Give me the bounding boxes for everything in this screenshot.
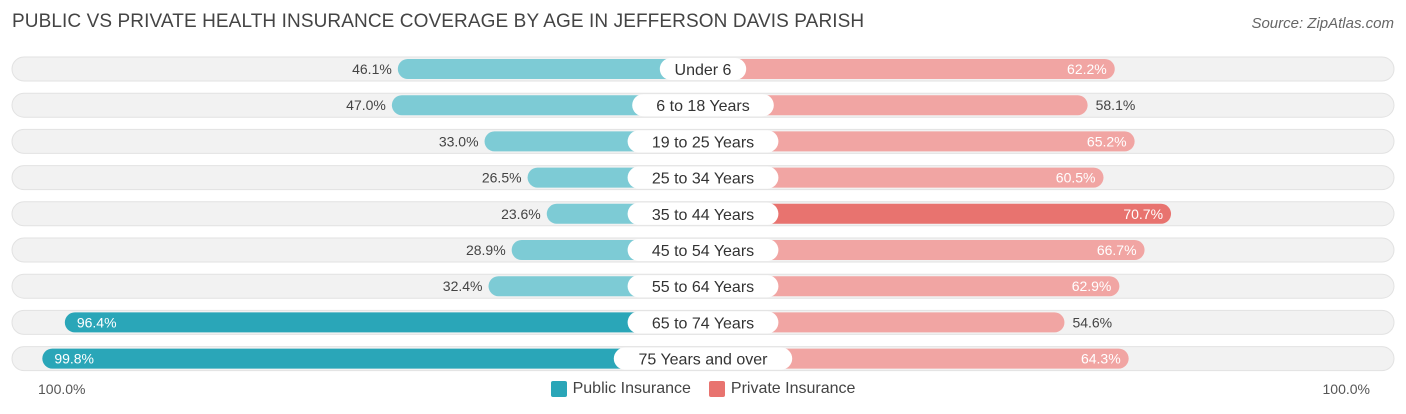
category-pill	[632, 94, 774, 117]
private-value-label: 58.1%	[1096, 97, 1136, 113]
public-value-label: 26.5%	[482, 170, 522, 186]
private-value-label: 62.9%	[1072, 278, 1112, 294]
axis-right-label: 100.0%	[1322, 381, 1370, 397]
category-pill	[659, 58, 747, 80]
public-bar	[64, 312, 703, 333]
public-value-label: 33.0%	[439, 133, 479, 149]
private-bar	[703, 59, 1115, 79]
category-pill	[627, 202, 779, 225]
legend-item-public: Public Insurance	[550, 380, 691, 398]
public-value-label: 47.0%	[346, 97, 386, 113]
legend-label-public: Public Insurance	[572, 380, 691, 397]
private-value-label: 70.7%	[1123, 206, 1163, 222]
legend-item-private: Private Insurance	[708, 380, 856, 398]
private-bar	[703, 348, 1129, 369]
public-value-label: 23.6%	[501, 206, 541, 222]
category-label: 75 Years and over	[639, 352, 769, 369]
private-bar	[703, 167, 1104, 188]
category-pill	[627, 239, 779, 261]
category-label: 65 to 74 Years	[652, 315, 754, 332]
public-value-label: 32.4%	[443, 278, 483, 294]
private-value-label: 64.3%	[1081, 351, 1121, 367]
category-label: 45 to 54 Years	[652, 243, 754, 260]
axis-left-label: 100.0%	[38, 381, 86, 397]
private-bar	[703, 95, 1088, 116]
private-bar	[703, 131, 1135, 152]
public-bar	[42, 348, 704, 369]
public-value-label: 99.8%	[54, 351, 94, 367]
category-label: 6 to 18 Years	[656, 98, 749, 115]
category-label: Under 6	[675, 62, 732, 79]
public-value-label: 46.1%	[352, 61, 392, 77]
private-bar	[703, 312, 1065, 333]
private-bar	[703, 276, 1120, 297]
legend-label-private: Private Insurance	[730, 380, 856, 397]
legend: Public Insurance Private Insurance	[0, 380, 1406, 398]
private-bar	[703, 203, 1172, 224]
category-label: 19 to 25 Years	[652, 134, 754, 151]
category-pill	[627, 130, 779, 153]
private-value-label: 65.2%	[1087, 133, 1127, 149]
private-bar	[703, 240, 1145, 260]
source-label: Source: ZipAtlas.com	[1251, 15, 1394, 32]
private-value-label: 60.5%	[1056, 170, 1096, 186]
category-label: 35 to 44 Years	[652, 207, 754, 224]
category-pill	[627, 166, 779, 189]
private-value-label: 62.2%	[1067, 61, 1107, 77]
category-label: 55 to 64 Years	[652, 279, 754, 296]
legend-swatch-public	[550, 381, 567, 397]
diverging-bar-chart: 46.1% 62.2% Under 6 47.0% 58.1% 6 to 18 Years…	[11, 56, 1395, 372]
private-value-label: 66.7%	[1097, 242, 1137, 258]
category-pill	[627, 311, 779, 334]
legend-swatch-private	[708, 381, 725, 397]
public-value-label: 96.4%	[77, 314, 117, 330]
chart-title: PUBLIC VS PRIVATE HEALTH INSURANCE COVER…	[12, 11, 865, 32]
private-value-label: 54.6%	[1072, 314, 1112, 330]
category-label: 25 to 34 Years	[652, 171, 754, 188]
category-pill	[613, 347, 793, 370]
public-value-label: 28.9%	[466, 242, 506, 258]
category-pill	[627, 275, 779, 298]
public-bar	[391, 95, 703, 116]
public-bar	[397, 59, 703, 79]
